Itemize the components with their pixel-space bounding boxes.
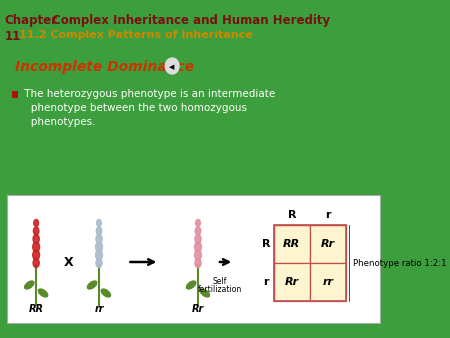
Ellipse shape	[38, 289, 48, 297]
Ellipse shape	[33, 242, 40, 252]
Ellipse shape	[195, 235, 201, 243]
Ellipse shape	[33, 235, 39, 243]
Ellipse shape	[96, 227, 102, 235]
Text: fertilization: fertilization	[198, 285, 242, 294]
Ellipse shape	[33, 227, 39, 235]
Text: RR: RR	[283, 239, 301, 249]
Bar	[274, 225, 346, 301]
Text: RR: RR	[29, 304, 44, 314]
Text: R: R	[262, 239, 270, 249]
Ellipse shape	[25, 281, 34, 289]
Text: 11: 11	[4, 30, 21, 43]
Ellipse shape	[195, 227, 201, 235]
Ellipse shape	[200, 289, 210, 297]
Text: phenotype between the two homozygous: phenotype between the two homozygous	[21, 103, 247, 113]
Text: Incomplete Dominance: Incomplete Dominance	[15, 60, 194, 74]
Ellipse shape	[95, 242, 103, 252]
Ellipse shape	[101, 289, 111, 297]
Text: Rr: Rr	[321, 239, 335, 249]
Text: rr: rr	[94, 304, 104, 314]
Ellipse shape	[96, 259, 102, 267]
Ellipse shape	[34, 219, 39, 226]
Ellipse shape	[33, 259, 39, 267]
Circle shape	[165, 58, 179, 74]
Text: r: r	[263, 277, 269, 287]
Bar	[274, 225, 310, 263]
Text: phenotypes.: phenotypes.	[21, 117, 95, 127]
Text: r: r	[325, 210, 331, 220]
Ellipse shape	[95, 250, 103, 260]
Text: R: R	[288, 210, 296, 220]
Text: Complex Inheritance and Human Heredity: Complex Inheritance and Human Heredity	[52, 14, 330, 27]
Ellipse shape	[96, 235, 102, 243]
Bar	[7, 195, 381, 323]
Ellipse shape	[196, 219, 200, 226]
Bar	[310, 263, 346, 301]
Text: rr: rr	[323, 277, 333, 287]
Bar	[274, 263, 310, 301]
Text: Phenotype ratio 1:2:1: Phenotype ratio 1:2:1	[353, 259, 446, 267]
Bar	[310, 225, 346, 263]
Text: 11.2 Complex Patterns of Inheritance: 11.2 Complex Patterns of Inheritance	[19, 30, 253, 40]
Text: Chapter: Chapter	[4, 14, 57, 27]
Ellipse shape	[186, 281, 196, 289]
Text: X: X	[64, 256, 74, 268]
Ellipse shape	[87, 281, 97, 289]
Text: ◀: ◀	[170, 64, 175, 70]
Ellipse shape	[195, 259, 201, 267]
Text: The heterozygous phenotype is an intermediate: The heterozygous phenotype is an interme…	[21, 89, 275, 99]
Ellipse shape	[194, 250, 202, 260]
Text: Rr: Rr	[192, 304, 204, 314]
Text: Self: Self	[212, 277, 227, 286]
Text: Rr: Rr	[285, 277, 299, 287]
Ellipse shape	[33, 250, 40, 260]
Ellipse shape	[194, 242, 202, 252]
Bar	[12, 91, 18, 98]
Ellipse shape	[97, 219, 101, 226]
